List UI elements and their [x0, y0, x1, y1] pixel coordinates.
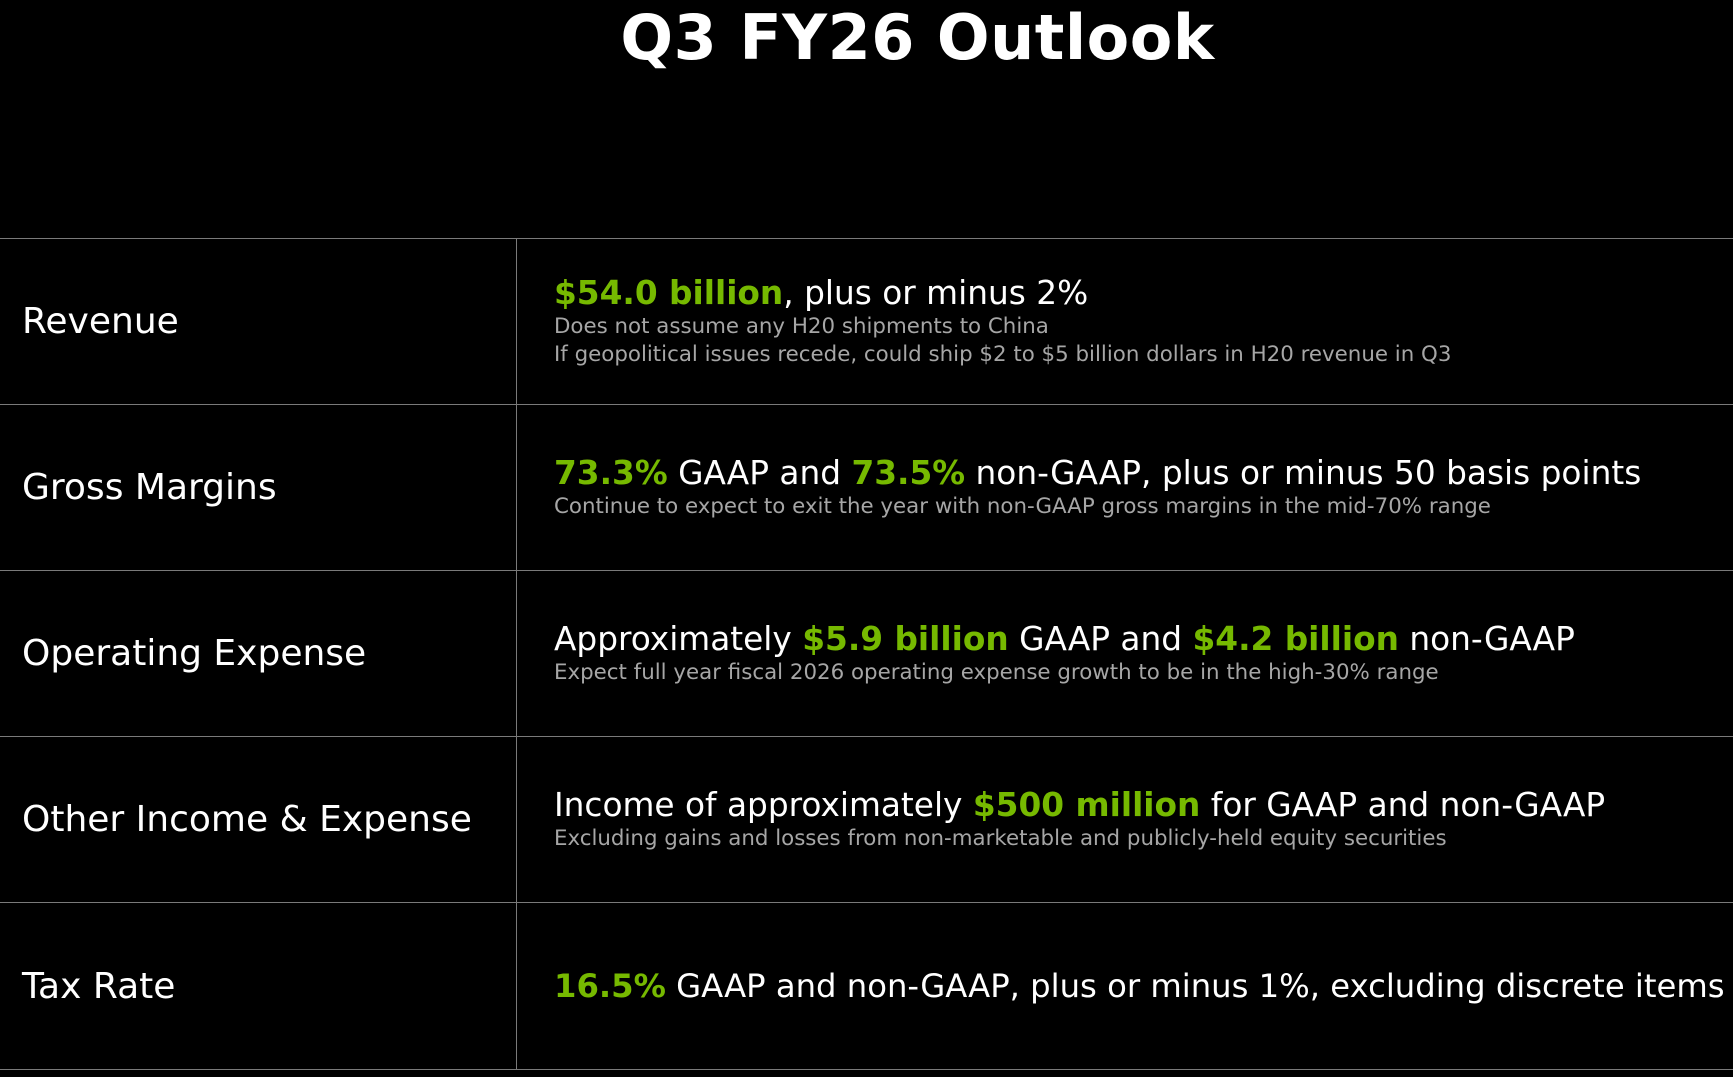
guidance-line: Approximately $5.9 billion GAAP and $4.2… — [554, 620, 1733, 659]
row-body: Approximately $5.9 billion GAAP and $4.2… — [554, 571, 1733, 736]
outlook-table: Revenue $54.0 billion, plus or minus 2% … — [0, 238, 1733, 1070]
highlight-value: $4.2 billion — [1192, 619, 1399, 658]
guidance-text: for GAAP and non-GAAP — [1200, 785, 1606, 824]
guidance-text: GAAP and — [1008, 619, 1193, 658]
column-divider — [516, 405, 517, 570]
guidance-text: GAAP and — [667, 453, 852, 492]
highlight-value: $500 million — [972, 785, 1201, 824]
guidance-text: , plus or minus 2% — [783, 274, 1089, 313]
column-divider — [516, 571, 517, 736]
row-body: $54.0 billion, plus or minus 2% Does not… — [554, 239, 1733, 404]
row-body: 16.5% GAAP and non-GAAP, plus or minus 1… — [554, 903, 1733, 1069]
row-body: 73.3% GAAP and 73.5% non-GAAP, plus or m… — [554, 405, 1733, 570]
guidance-line: 73.3% GAAP and 73.5% non-GAAP, plus or m… — [554, 454, 1733, 493]
row-body: Income of approximately $500 million for… — [554, 737, 1733, 902]
outlook-row-other-income-expense: Other Income & Expense Income of approxi… — [0, 736, 1733, 902]
row-label: Revenue — [22, 301, 179, 342]
column-divider — [516, 737, 517, 902]
highlight-value: 16.5% — [554, 966, 666, 1005]
guidance-line: Income of approximately $500 million for… — [554, 786, 1733, 825]
guidance-note: Continue to expect to exit the year with… — [554, 494, 1491, 520]
guidance-text: non-GAAP — [1398, 619, 1575, 658]
outlook-row-gross-margins: Gross Margins 73.3% GAAP and 73.5% non-G… — [0, 404, 1733, 570]
guidance-line: 16.5% GAAP and non-GAAP, plus or minus 1… — [554, 967, 1733, 1006]
guidance-line: $54.0 billion, plus or minus 2% — [554, 274, 1733, 313]
highlight-value: 73.3% — [554, 453, 668, 492]
highlight-value: $54.0 billion — [554, 274, 784, 313]
highlight-value: $5.9 billion — [802, 619, 1009, 658]
outlook-row-tax-rate: Tax Rate 16.5% GAAP and non-GAAP, plus o… — [0, 902, 1733, 1070]
highlight-value: 73.5% — [851, 453, 966, 492]
page-title: Q3 FY26 Outlook — [620, 1, 1215, 74]
guidance-note: If geopolitical issues recede, could shi… — [554, 342, 1452, 368]
row-label: Gross Margins — [22, 467, 277, 508]
guidance-text: Approximately — [554, 619, 803, 658]
guidance-note: Excluding gains and losses from non-mark… — [554, 826, 1447, 852]
outlook-row-revenue: Revenue $54.0 billion, plus or minus 2% … — [0, 238, 1733, 404]
row-label: Other Income & Expense — [22, 799, 472, 840]
guidance-text: Income of approximately — [554, 785, 973, 824]
guidance-text: non-GAAP, plus or minus 50 basis points — [965, 453, 1642, 492]
outlook-row-operating-expense: Operating Expense Approximately $5.9 bil… — [0, 570, 1733, 736]
column-divider — [516, 903, 517, 1069]
row-label: Operating Expense — [22, 633, 367, 674]
column-divider — [516, 239, 517, 404]
guidance-note: Expect full year fiscal 2026 operating e… — [554, 660, 1439, 686]
guidance-note: Does not assume any H20 shipments to Chi… — [554, 314, 1049, 340]
guidance-text: GAAP and non-GAAP, plus or minus 1%, exc… — [665, 966, 1725, 1005]
row-label: Tax Rate — [22, 965, 176, 1007]
